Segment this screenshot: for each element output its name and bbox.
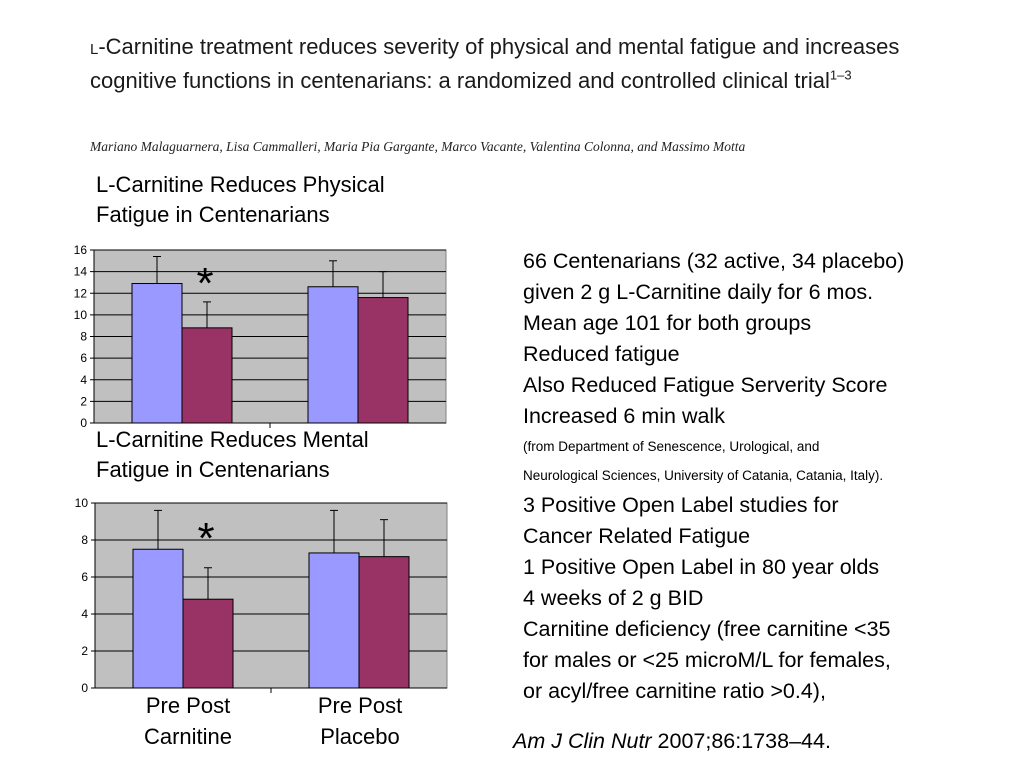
physical-chart-title-line1: L-Carnitine Reduces Physical bbox=[96, 172, 385, 197]
citation-details: 2007;86:1738–44. bbox=[651, 729, 831, 753]
y-tick-label: 4 bbox=[80, 373, 87, 387]
citation: Am J Clin Nutr 2007;86:1738–44. bbox=[513, 729, 831, 754]
category-carnitine-line2: Carnitine bbox=[143, 724, 233, 749]
significance-marker: * bbox=[196, 259, 213, 308]
y-tick-label: 8 bbox=[80, 330, 87, 344]
bar-post-carnitine bbox=[181, 327, 233, 424]
category-label-placebo: Pre Post Placebo bbox=[290, 690, 430, 752]
summary-line: 66 Centenarians (32 active, 34 placebo) bbox=[523, 249, 905, 273]
bar-post-placebo bbox=[358, 556, 410, 689]
category-label-carnitine: Pre Post Carnitine bbox=[118, 690, 258, 752]
summary-source-line: Neurological Sciences, University of Cat… bbox=[523, 468, 884, 483]
physical-chart-title: L-Carnitine Reduces Physical Fatigue in … bbox=[96, 170, 385, 230]
bar-pre-placebo bbox=[307, 286, 359, 424]
summary-line: Reduced fatigue bbox=[523, 342, 680, 366]
summary-line: or acyl/free carnitine ratio >0.4), bbox=[523, 679, 826, 703]
y-tick-label: 10 bbox=[75, 496, 89, 510]
bar-pre-carnitine bbox=[131, 283, 183, 424]
bar-post-carnitine bbox=[182, 598, 234, 689]
category-placebo-line2: Placebo bbox=[320, 724, 400, 749]
y-tick-label: 0 bbox=[80, 416, 87, 430]
bar-post-placebo bbox=[357, 297, 409, 424]
y-tick-label: 10 bbox=[74, 308, 88, 322]
summary-line: Also Reduced Fatigue Serverity Score bbox=[523, 373, 888, 397]
mental-chart-title-line1: L-Carnitine Reduces Mental bbox=[96, 427, 369, 452]
paper-title-main: -Carnitine treatment reduces severity of… bbox=[90, 34, 900, 93]
bar-pre-placebo bbox=[308, 552, 360, 689]
bar-pre-carnitine bbox=[132, 548, 184, 689]
category-placebo-line1: Pre Post bbox=[317, 693, 403, 718]
y-tick-label: 8 bbox=[81, 533, 88, 547]
paper-title-superscript: 1–3 bbox=[829, 67, 852, 83]
summary-line: 4 weeks of 2 g BID bbox=[523, 586, 704, 610]
y-tick-label: 14 bbox=[74, 265, 88, 279]
paper-title-prefix: L bbox=[90, 41, 99, 58]
y-tick-label: 16 bbox=[74, 243, 88, 257]
mental-chart-title-line2: Fatigue in Centenarians bbox=[96, 457, 330, 482]
summary-line: for males or <25 microM/L for females, bbox=[523, 648, 891, 672]
study-summary: 66 Centenarians (32 active, 34 placebo) … bbox=[523, 246, 1003, 707]
citation-journal: Am J Clin Nutr bbox=[513, 729, 652, 753]
physical-chart-title-line2: Fatigue in Centenarians bbox=[96, 202, 330, 227]
summary-line: Mean age 101 for both groups bbox=[523, 311, 812, 335]
summary-line: given 2 g L-Carnitine daily for 6 mos. bbox=[523, 280, 874, 304]
mental-fatigue-chart: 0 2 4 6 8 10 * bbox=[75, 496, 448, 695]
paper-authors: Mariano Malaguarnera, Lisa Cammalleri, M… bbox=[90, 139, 746, 154]
summary-line: 1 Positive Open Label in 80 year olds bbox=[523, 555, 880, 579]
category-carnitine-line1: Pre Post bbox=[145, 693, 231, 718]
significance-marker: * bbox=[197, 514, 214, 563]
y-tick-label: 2 bbox=[81, 644, 88, 658]
summary-line: Increased 6 min walk bbox=[523, 404, 725, 428]
y-tick-label: 12 bbox=[74, 286, 88, 300]
mental-chart-title: L-Carnitine Reduces Mental Fatigue in Ce… bbox=[96, 425, 369, 485]
physical-fatigue-chart: 0 2 4 6 8 10 12 14 16 * bbox=[74, 243, 447, 430]
y-tick-label: 0 bbox=[81, 681, 88, 695]
paper-title: L-Carnitine treatment reduces severity o… bbox=[90, 31, 970, 96]
y-tick-label: 4 bbox=[81, 607, 88, 621]
summary-line: 3 Positive Open Label studies for bbox=[523, 493, 839, 517]
y-tick-label: 6 bbox=[81, 570, 88, 584]
summary-line: Cancer Related Fatigue bbox=[523, 524, 751, 548]
y-tick-label: 6 bbox=[80, 351, 87, 365]
y-tick-label: 2 bbox=[80, 394, 87, 408]
summary-line: Carnitine deficiency (free carnitine <35 bbox=[523, 617, 891, 641]
summary-source-line: (from Department of Senescence, Urologic… bbox=[523, 439, 820, 454]
